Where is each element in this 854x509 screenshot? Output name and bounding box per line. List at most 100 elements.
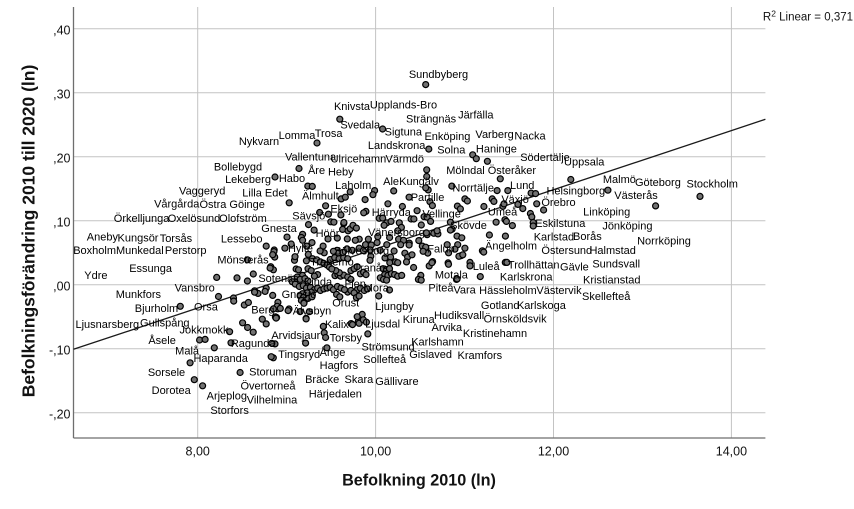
svg-text:,30: ,30 xyxy=(53,87,70,101)
svg-text:Värmdö: Värmdö xyxy=(386,154,425,166)
svg-text:Flen: Flen xyxy=(344,279,365,291)
svg-text:Järfälla: Järfälla xyxy=(458,110,494,122)
svg-text:Essunga: Essunga xyxy=(129,263,173,275)
svg-text:Karlstad: Karlstad xyxy=(534,232,574,244)
svg-text:Tingsryd: Tingsryd xyxy=(278,349,320,361)
svg-text:Partille: Partille xyxy=(411,192,445,204)
svg-text:Östersund: Östersund xyxy=(541,245,592,257)
svg-text:Tranemo: Tranemo xyxy=(310,257,354,269)
svg-text:Göteborg: Göteborg xyxy=(635,177,681,189)
svg-text:Österåker: Österåker xyxy=(488,165,537,177)
svg-text:14,00: 14,00 xyxy=(716,444,747,458)
svg-text:Åre: Åre xyxy=(308,164,325,177)
svg-text:Sölvesborg: Sölvesborg xyxy=(334,246,389,258)
svg-text:Ale: Ale xyxy=(383,176,399,188)
svg-text:Västerås: Västerås xyxy=(614,190,658,202)
svg-text:Gislaved: Gislaved xyxy=(409,349,452,361)
svg-text:Torsby: Torsby xyxy=(330,332,363,344)
svg-text:Höör: Höör xyxy=(316,228,340,240)
svg-text:Ånge: Ånge xyxy=(320,346,346,359)
svg-text:Trollhättan: Trollhättan xyxy=(508,260,560,272)
svg-text:Ulricehamn: Ulricehamn xyxy=(331,154,387,166)
svg-text:Kalix: Kalix xyxy=(325,319,349,331)
svg-text:Upplands-Bro: Upplands-Bro xyxy=(370,99,437,111)
svg-text:R2 Linear = 0,371: R2 Linear = 0,371 xyxy=(763,9,853,24)
svg-text:Sundbyberg: Sundbyberg xyxy=(409,69,468,81)
svg-text:Lomma: Lomma xyxy=(279,130,317,142)
svg-text:Laholm: Laholm xyxy=(335,180,371,192)
svg-text:Vallentuna: Vallentuna xyxy=(285,152,337,164)
svg-text:Svedala: Svedala xyxy=(340,119,381,131)
svg-text:,40: ,40 xyxy=(53,23,70,37)
svg-text:-,10: -,10 xyxy=(49,343,71,357)
svg-text:Mönsterås: Mönsterås xyxy=(217,255,269,267)
svg-text:Vaggeryd: Vaggeryd xyxy=(179,186,225,198)
svg-text:Bollebygd: Bollebygd xyxy=(214,161,262,173)
svg-text:Gullspång: Gullspång xyxy=(140,317,190,329)
svg-text:Kiruna: Kiruna xyxy=(403,314,436,326)
svg-text:Ydre: Ydre xyxy=(84,270,107,282)
svg-text:Vänersborg: Vänersborg xyxy=(368,227,425,239)
svg-text:Arvika: Arvika xyxy=(432,322,463,334)
svg-text:Haparanda: Haparanda xyxy=(193,353,248,365)
svg-text:Södertälje: Södertälje xyxy=(520,152,570,164)
svg-text:Hagfors: Hagfors xyxy=(320,360,359,372)
svg-text:Enköping: Enköping xyxy=(424,131,470,143)
svg-text:Växjö: Växjö xyxy=(501,194,529,206)
svg-text:Haninge: Haninge xyxy=(476,143,517,155)
svg-text:Gävle: Gävle xyxy=(560,262,589,274)
svg-text:Malmö: Malmö xyxy=(603,174,636,186)
svg-text:Vansbro: Vansbro xyxy=(175,282,215,294)
svg-text:Vårgårda: Vårgårda xyxy=(154,199,200,211)
svg-text:Övertorneå: Övertorneå xyxy=(240,380,296,392)
svg-text:Ljusdal: Ljusdal xyxy=(365,318,400,330)
svg-text:Landskrona: Landskrona xyxy=(368,140,426,152)
svg-text:Kungsör: Kungsör xyxy=(118,232,159,244)
svg-text:Kramfors: Kramfors xyxy=(457,350,502,362)
svg-text:Hylte: Hylte xyxy=(288,243,313,255)
svg-text:Umeå: Umeå xyxy=(488,207,518,219)
svg-text:Sotenäs: Sotenäs xyxy=(258,273,299,285)
svg-text:Örnsköldsvik: Örnsköldsvik xyxy=(484,313,547,325)
svg-text:Sigtuna: Sigtuna xyxy=(385,127,423,139)
svg-text:Helsingborg: Helsingborg xyxy=(546,185,605,197)
svg-text:Befolkning 2010 (ln): Befolkning 2010 (ln) xyxy=(342,472,496,490)
svg-text:Dorotea: Dorotea xyxy=(152,385,192,397)
svg-text:8,00: 8,00 xyxy=(186,444,210,458)
svg-text:Vara: Vara xyxy=(453,285,476,297)
svg-text:Vellinge: Vellinge xyxy=(422,208,461,220)
svg-text:Gnesta: Gnesta xyxy=(261,223,297,235)
svg-text:Gällivare: Gällivare xyxy=(375,376,418,388)
svg-text:Älvsbyn: Älvsbyn xyxy=(293,306,332,318)
svg-text:Eksjö: Eksjö xyxy=(330,203,357,215)
svg-text:Oxelösund: Oxelösund xyxy=(168,213,221,225)
svg-text:Bjurholm: Bjurholm xyxy=(135,303,178,315)
svg-text:Åsele: Åsele xyxy=(148,334,176,347)
svg-text:Stockholm: Stockholm xyxy=(687,179,738,191)
svg-text:Härryda: Härryda xyxy=(372,207,412,219)
svg-text:Sävsjö: Sävsjö xyxy=(292,210,325,222)
svg-text:Norrtälje: Norrtälje xyxy=(452,183,494,195)
svg-text:Bräcke: Bräcke xyxy=(305,374,339,386)
svg-text:Uppsala: Uppsala xyxy=(564,157,605,169)
svg-text:12,00: 12,00 xyxy=(538,444,569,458)
svg-text:Arvidsjaur: Arvidsjaur xyxy=(271,330,320,342)
svg-text:Östra Göinge: Östra Göinge xyxy=(199,199,264,211)
svg-text:,20: ,20 xyxy=(53,151,70,165)
svg-text:Habo: Habo xyxy=(279,173,305,185)
svg-text:Nykvarn: Nykvarn xyxy=(239,136,279,148)
svg-text:Arjeplog: Arjeplog xyxy=(207,391,247,403)
svg-text:,10: ,10 xyxy=(53,215,70,229)
svg-text:Varberg: Varberg xyxy=(475,129,513,141)
svg-text:,00: ,00 xyxy=(53,279,70,293)
svg-text:Boxholm: Boxholm xyxy=(73,245,116,257)
svg-text:Örkelljunga: Örkelljunga xyxy=(114,213,171,225)
svg-text:Lekeberg: Lekeberg xyxy=(225,174,271,186)
svg-text:Lund: Lund xyxy=(510,180,534,192)
svg-text:Borås: Borås xyxy=(573,231,602,243)
svg-text:Heby: Heby xyxy=(328,167,354,179)
svg-text:Trosa: Trosa xyxy=(315,128,344,140)
svg-text:Hudiksvall: Hudiksvall xyxy=(434,310,484,322)
svg-text:Karlskrona: Karlskrona xyxy=(500,272,553,284)
svg-text:Hässleholm: Hässleholm xyxy=(479,285,536,297)
